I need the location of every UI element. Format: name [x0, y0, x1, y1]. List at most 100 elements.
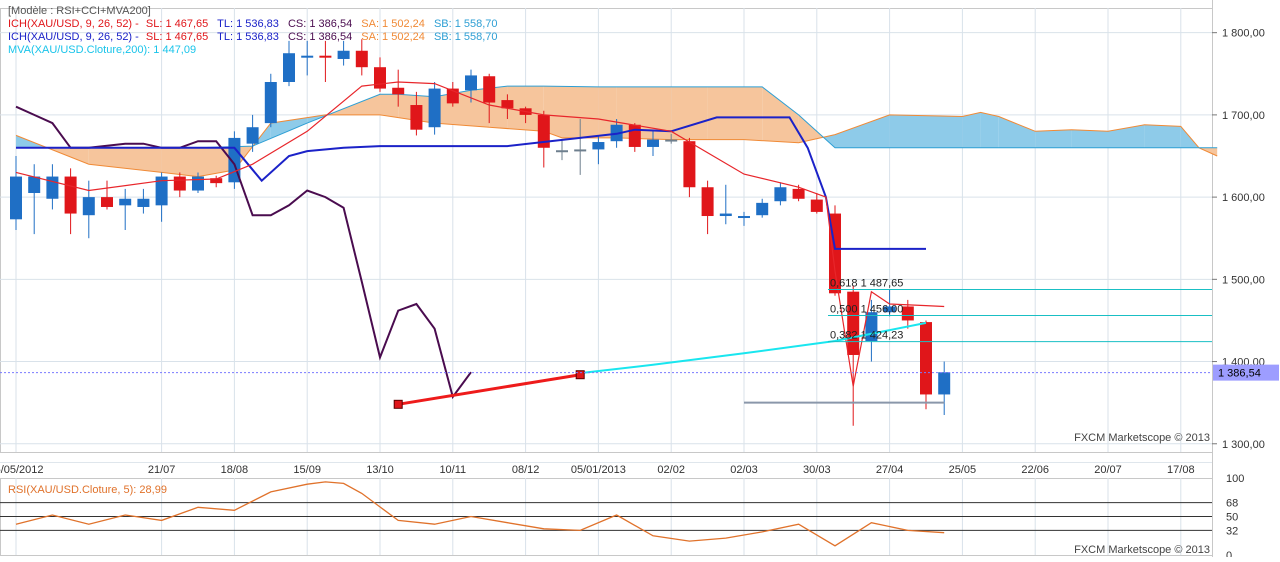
candle-body [65, 177, 77, 214]
ichimoku-cloud-segment [1072, 130, 1108, 148]
main-watermark: FXCM Marketscope © 2013 [1074, 432, 1210, 444]
legend-prefix: ICH(XAU/USD, 9, 26, 52) - [8, 18, 139, 30]
legend-cs: CS: 1 386,54 [288, 18, 352, 30]
legend-sb: SB: 1 558,70 [434, 18, 498, 30]
legend-tl: TL: 1 536,83 [217, 31, 279, 43]
rsi-y-tick-label: 68 [1226, 498, 1238, 510]
candle-body [920, 322, 932, 394]
legend-tl: TL: 1 536,83 [217, 18, 279, 30]
candle-body [683, 141, 695, 187]
trendline-handle [394, 400, 402, 408]
x-tick-label: 02/02 [657, 464, 685, 476]
candle-body [847, 292, 859, 355]
y-tick-label: 1 800,00 [1222, 28, 1265, 40]
x-tick-label: 20/07 [1094, 464, 1122, 476]
candle-body [665, 140, 677, 142]
x-tick-label: 26/05/2012 [0, 464, 44, 476]
candle-body [374, 67, 386, 88]
candle-body [301, 56, 313, 58]
ichimoku-cloud-segment [981, 112, 999, 147]
candle-body [811, 200, 823, 212]
candle-body [410, 105, 422, 130]
candle-body [465, 75, 477, 90]
candle-body [338, 51, 350, 59]
x-tick-label: 25/05 [949, 464, 977, 476]
candle-body [556, 150, 568, 152]
x-tick-label: 05/01/2013 [571, 464, 626, 476]
ichimoku-cloud-segment [671, 87, 707, 140]
mva-legend: MVA(XAU/USD.Cloture,200): 1 447,09 [8, 44, 196, 56]
rsi-watermark: FXCM Marketscope © 2013 [1074, 544, 1210, 556]
x-tick-label: 30/03 [803, 464, 831, 476]
rsi-y-tick-label: 0 [1226, 550, 1232, 557]
x-tick-label: 13/10 [366, 464, 394, 476]
rsi-y-tick-label: 100 [1226, 473, 1244, 485]
legend-sa: SA: 1 502,24 [361, 31, 425, 43]
candle-body [10, 177, 22, 220]
candle-body [429, 89, 441, 128]
candle-body [483, 76, 495, 102]
candle-body [574, 149, 586, 151]
candle-body [119, 199, 131, 206]
candle-body [756, 203, 768, 215]
ichimoku-legend-1: ICH(XAU/USD, 9, 26, 52) - SL: 1 467,65 T… [8, 18, 498, 30]
candle-body [356, 51, 368, 67]
x-tick-label: 21/07 [148, 464, 176, 476]
x-tick-label: 10/11 [439, 464, 466, 476]
candle-body [265, 82, 277, 123]
candle-body [938, 372, 950, 394]
fibonacci-level-label: 0,500 1 456,00 [830, 304, 903, 316]
trendline-handle [576, 371, 584, 379]
x-tick-label: 15/09 [293, 464, 321, 476]
template-label: [Modèle : RSI+CCI+MVA200] [8, 5, 151, 17]
legend-cs: CS: 1 386,54 [288, 31, 352, 43]
candle-body [793, 189, 805, 199]
ichimoku-cloud-segment [1035, 130, 1071, 148]
candle-body [83, 197, 95, 215]
ichimoku-cloud-segment [380, 94, 398, 117]
current-price-label: 1 386,54 [1218, 368, 1261, 380]
y-tick-label: 1 600,00 [1222, 192, 1265, 204]
rsi-y-tick-label: 32 [1226, 525, 1238, 537]
candle-body [137, 199, 149, 207]
y-tick-label: 1 700,00 [1222, 110, 1265, 122]
fibonacci-level-label: 0,618 1 487,65 [830, 277, 903, 289]
legend-sb: SB: 1 558,70 [434, 31, 498, 43]
ichimoku-cloud-segment [744, 87, 762, 141]
candle-body [647, 140, 659, 147]
candle-body [101, 197, 113, 207]
ichimoku-cloud-segment [162, 148, 198, 177]
x-tick-label: 27/04 [876, 464, 904, 476]
candle-body [319, 56, 331, 58]
ichimoku-cloud-segment [1144, 125, 1180, 148]
x-tick-label: 18/08 [221, 464, 249, 476]
candle-body [247, 127, 259, 143]
ichimoku-cloud-segment [708, 87, 744, 140]
candle-body [283, 53, 295, 82]
ichimoku-cloud-segment [890, 115, 963, 148]
candle-body [28, 177, 40, 193]
legend-sl: SL: 1 467,65 [146, 18, 208, 30]
x-tick-label: 22/06 [1021, 464, 1049, 476]
x-tick-label: 02/03 [730, 464, 758, 476]
candle-body [738, 216, 750, 218]
rsi-y-tick-label: 50 [1226, 512, 1238, 524]
candle-body [192, 177, 204, 191]
candle-body [174, 177, 186, 191]
candle-body [392, 88, 404, 95]
rsi-legend: RSI(XAU/USD.Cloture, 5): 28,99 [8, 484, 167, 496]
fibonacci-level-label: 0,382 1 424,23 [830, 330, 903, 342]
y-tick-label: 1 500,00 [1222, 274, 1265, 286]
ichimoku-cloud-segment [962, 112, 980, 147]
y-tick-label: 1 300,00 [1222, 439, 1265, 451]
candle-body [774, 187, 786, 201]
x-tick-label: 08/12 [512, 464, 540, 476]
candle-body [592, 142, 604, 149]
ichimoku-legend-2: ICH(XAU/USD, 9, 26, 52) - SL: 1 467,65 T… [8, 31, 498, 43]
candle-body [702, 187, 714, 216]
candle-body [720, 214, 732, 216]
legend-sa: SA: 1 502,24 [361, 18, 425, 30]
